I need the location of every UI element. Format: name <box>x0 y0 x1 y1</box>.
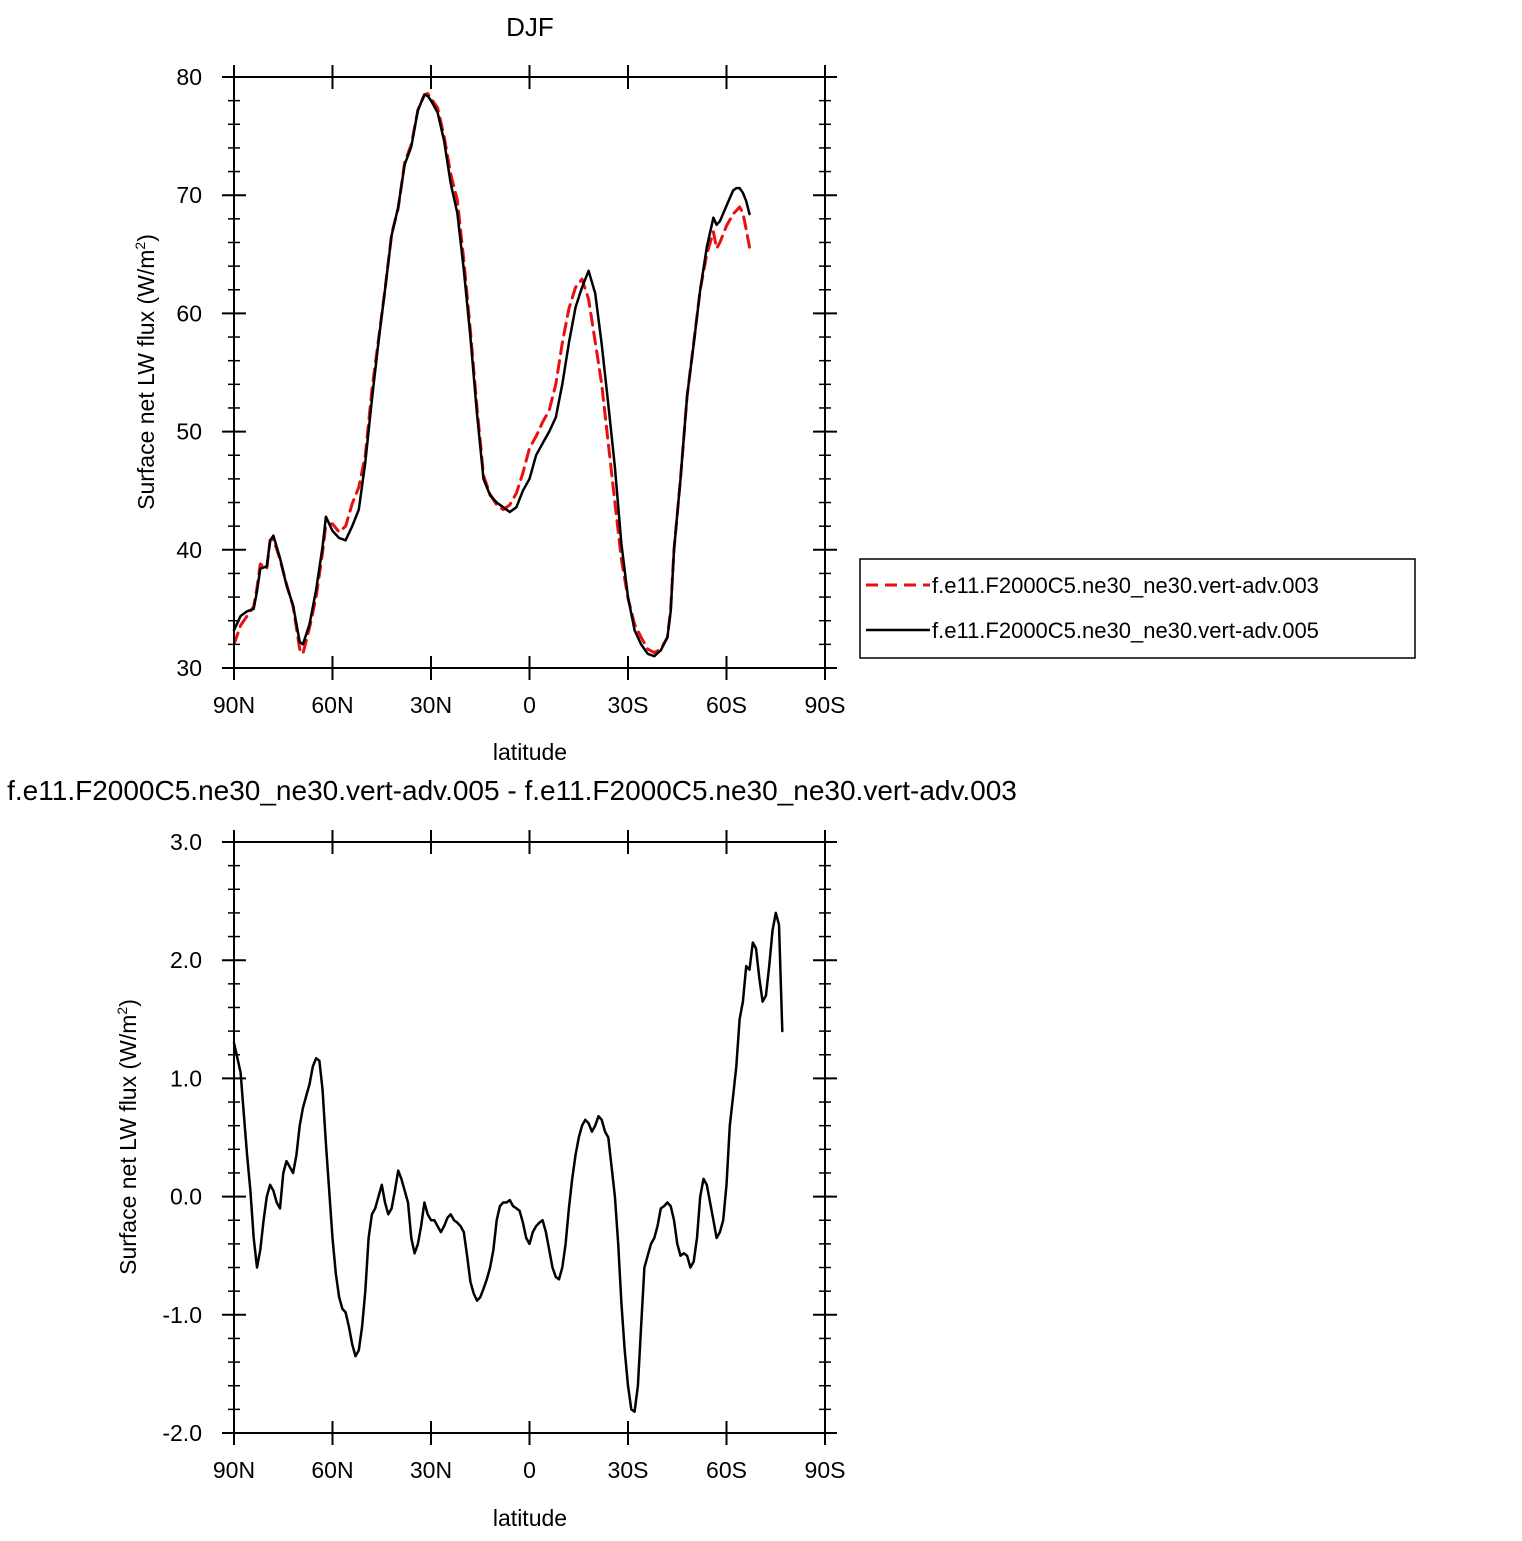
panel-top-x-tick-label: 60N <box>311 692 353 718</box>
panel-top-title: DJF <box>506 12 554 42</box>
legend-label-series-1: f.e11.F2000C5.ne30_ne30.vert-adv.005 <box>932 618 1319 643</box>
panel-bottom-series <box>232 911 784 1413</box>
panel-bottom-y-tick-label: -2.0 <box>162 1420 202 1446</box>
panel-top-ticks <box>222 65 837 680</box>
panel-top-x-tick-label: 30N <box>410 692 452 718</box>
panel-top-x-axis-label: latitude <box>493 739 567 765</box>
panel-bottom-y-axis-label: Surface net LW flux (W/m2) <box>114 999 141 1275</box>
panel-bottom-title: f.e11.F2000C5.ne30_ne30.vert-adv.005 - f… <box>7 775 1017 806</box>
panel-top-y-axis-label-end: ) <box>133 234 159 242</box>
panel-top-series <box>232 92 751 658</box>
panel-bottom-x-tick-label: 60S <box>706 1457 747 1483</box>
panel-bottom-y-tick-label: 0.0 <box>170 1184 202 1210</box>
panel-bottom-y-tick-label: 2.0 <box>170 947 202 973</box>
panel-bottom-y-axis-label-sup: 2 <box>114 1007 130 1015</box>
panel-top-x-tick-label: 90N <box>213 692 255 718</box>
panel-top-x-tick-label: 60S <box>706 692 747 718</box>
panel-top-y-tick-label: 60 <box>176 300 202 326</box>
panel-top-x-tick-label: 0 <box>523 692 536 718</box>
panel-bottom-y-axis-label-end: ) <box>115 999 141 1007</box>
panel-top-x-tick-label: 30S <box>608 692 649 718</box>
panel-top-y-tick-label: 50 <box>176 419 202 445</box>
panel-top-djf: DJF 90N 60N 30N 0 30S 60S 90S 30 40 50 60 70 80 lat… <box>132 12 1416 765</box>
panel-top-y-tick-label: 80 <box>176 64 202 90</box>
legend-box <box>859 558 1416 659</box>
panel-bottom-x-tick-label: 30N <box>410 1457 452 1483</box>
panel-bottom-difference: f.e11.F2000C5.ne30_ne30.vert-adv.005 - f… <box>7 775 1017 1531</box>
panel-top-plot-frame <box>233 76 826 669</box>
legend-label-series-0: f.e11.F2000C5.ne30_ne30.vert-adv.003 <box>932 573 1319 598</box>
panel-bottom-y-tick-label: -1.0 <box>162 1302 202 1328</box>
panel-bottom-x-tick-label: 90S <box>805 1457 846 1483</box>
panel-top-series-line-1 <box>232 93 751 658</box>
panel-bottom-x-tick-label: 30S <box>608 1457 649 1483</box>
panel-top-x-tick-label: 90S <box>805 692 846 718</box>
panel-bottom-plot-frame <box>233 841 826 1434</box>
panel-bottom-x-tick-label: 60N <box>311 1457 353 1483</box>
panel-bottom-x-tick-label: 0 <box>523 1457 536 1483</box>
panel-top-x-tick-labels: 90N 60N 30N 0 30S 60S 90S <box>213 692 846 718</box>
panel-top-y-tick-label: 70 <box>176 182 202 208</box>
panel-top-y-tick-label: 30 <box>176 655 202 681</box>
panel-top-y-tick-label: 40 <box>176 537 202 563</box>
panel-bottom-y-tick-labels: -2.0 -1.0 0.0 1.0 2.0 3.0 <box>162 829 202 1446</box>
panel-bottom-series-line-0 <box>232 911 784 1413</box>
panel-bottom-x-axis-label: latitude <box>493 1505 567 1531</box>
panel-top-y-axis-label-sup: 2 <box>132 242 148 250</box>
legend: f.e11.F2000C5.ne30_ne30.vert-adv.003 f.e… <box>859 558 1416 659</box>
panel-top-y-axis-label: Surface net LW flux (W/m2) <box>132 234 159 510</box>
panel-bottom-y-tick-label: 1.0 <box>170 1065 202 1091</box>
panel-bottom-x-tick-label: 90N <box>213 1457 255 1483</box>
panel-top-y-tick-labels: 30 40 50 60 70 80 <box>176 64 202 681</box>
panel-bottom-ticks <box>222 830 837 1445</box>
panel-bottom-x-tick-labels: 90N 60N 30N 0 30S 60S 90S <box>213 1457 846 1483</box>
panel-bottom-y-tick-label: 3.0 <box>170 829 202 855</box>
